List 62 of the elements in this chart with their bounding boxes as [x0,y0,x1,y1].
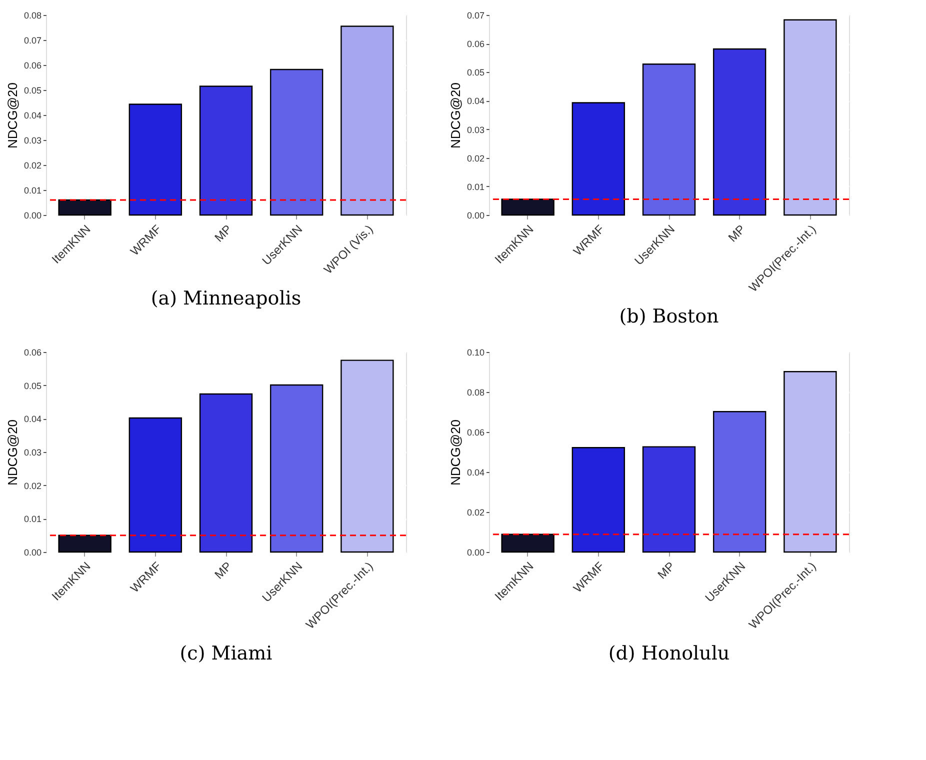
y-tick-label: 0.02 [466,508,484,518]
bar [270,384,324,553]
bar [784,19,837,216]
y-tick-label: 0.03 [466,124,484,135]
bar [270,68,324,216]
bar [572,102,626,216]
y-axis-title: NDCG@20 [4,82,20,148]
y-tick-label: 0.05 [24,380,42,391]
bar [340,26,394,216]
y-tick-label: 0.03 [24,448,42,458]
y-tick-label: 0.01 [24,514,42,524]
y-tick-label: 0.01 [466,182,484,192]
y-axis-title: NDCG@20 [448,420,463,486]
y-tick-label: 0.08 [24,10,42,20]
x-tick-label: MP [725,222,748,245]
bar [712,411,766,553]
y-tick-label: 0.04 [466,468,484,478]
y-tick-label: 0.00 [466,210,484,220]
y-tick-label: 0.06 [24,348,42,358]
y-tick-label: 0.02 [24,160,42,170]
x-tick-label: MP [212,222,234,245]
bar [199,393,253,553]
y-tick-label: 0.02 [466,153,484,164]
bar [199,86,253,216]
y-tick-label: 0.00 [24,210,42,220]
y-tick-label: 0.06 [466,39,484,50]
y-tick-label: 0.07 [466,10,484,20]
bar [572,447,626,553]
bar [58,534,112,553]
y-tick-label: 0.00 [24,548,42,558]
y-axis-title: NDCG@20 [448,82,463,148]
text: (c) Miami [180,642,272,664]
x-tick-label: MP [654,559,678,582]
text: (b) Boston [619,305,719,328]
y-tick-label: 0.07 [24,36,42,46]
y-tick-label: 0.05 [466,68,484,78]
y-tick-label: 0.03 [24,136,42,146]
y-tick-label: 0.10 [466,348,484,358]
bar [501,534,554,553]
y-tick-label: 0.04 [24,110,42,120]
y-tick-label: 0.08 [466,388,484,398]
y-tick-label: 0.05 [24,86,42,96]
bar [642,446,696,553]
y-tick-label: 0.06 [24,60,42,70]
y-tick-label: 0.04 [24,414,42,424]
bar [712,48,766,216]
bar [58,199,112,216]
bar [128,417,182,553]
bar [784,371,837,553]
y-axis-title: NDCG@20 [4,420,20,486]
text: (d) Honolulu [608,642,730,664]
y-tick-label: 0.02 [24,480,42,491]
y-tick-label: 0.00 [466,548,484,558]
bar [501,198,554,216]
y-tick-label: 0.01 [24,186,42,196]
bar [128,104,182,216]
bar [340,360,394,553]
bar [642,64,696,216]
y-tick-label: 0.06 [466,428,484,438]
x-tick-label: MP [212,559,234,582]
y-tick-label: 0.04 [466,96,484,106]
text: (a) Minneapolis [150,287,302,310]
